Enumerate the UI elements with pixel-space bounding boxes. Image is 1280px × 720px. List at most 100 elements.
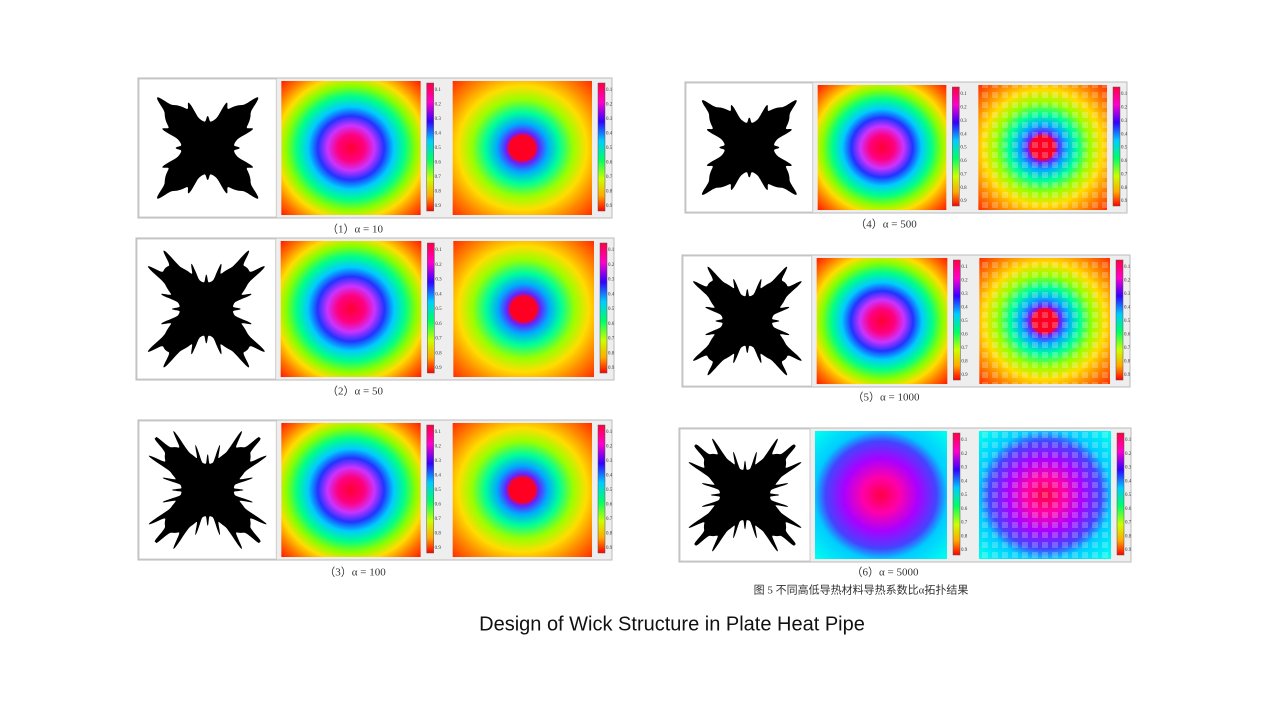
colorbar-tick: 0.3 (435, 278, 442, 283)
colorbar-tick: 0.2 (606, 103, 613, 108)
colorbar-tick: 0.9 (606, 204, 613, 209)
colorbar-tick: 0.4 (1125, 479, 1132, 484)
colorbar-tick: 0.9 (1125, 548, 1132, 553)
colorbar-tick: 0.6 (435, 161, 442, 166)
colorbar-tick: 0.6 (1124, 333, 1131, 338)
colorbar-tick: 0.4 (608, 292, 615, 297)
panel-caption: （3）α = 100 (324, 566, 386, 579)
colorbar-tick: 0.5 (961, 493, 968, 498)
colorbar-tick: 0.7 (961, 521, 968, 526)
colorbar (597, 82, 606, 212)
colorbar-tick: 0.3 (606, 459, 613, 464)
colorbar (426, 82, 434, 212)
colorbar-tick: 0.3 (960, 119, 967, 124)
colorbar-tick: 0.2 (961, 279, 968, 284)
colorbar-tick: 0.4 (435, 132, 442, 137)
colorbar-tick: 0.8 (606, 190, 613, 195)
colorbar-tick: 0.3 (606, 117, 613, 122)
colorbar-tick: 0.9 (961, 373, 968, 378)
panel-caption: （1）α = 10 (327, 223, 383, 236)
colorbar-tick: 0.6 (435, 503, 442, 508)
grid-pattern (979, 431, 1111, 559)
colorbar-tick: 0.2 (435, 445, 442, 450)
colorbar-tick: 0.1 (961, 438, 968, 443)
colorbar-tick: 0.3 (435, 459, 442, 464)
colorbar-tick: 0.2 (961, 452, 968, 457)
colorbar-tick: 0.9 (960, 199, 967, 204)
colorbar-tick: 0.9 (435, 204, 442, 209)
figure-caption: 图 5 不同高低导热材料导热系数比α拓扑结果 (754, 583, 969, 597)
colorbar (597, 424, 606, 554)
colorbar-tick: 0.1 (960, 92, 967, 97)
slide-title: Design of Wick Structure in Plate Heat P… (479, 613, 865, 635)
colorbar-tick: 0.8 (960, 186, 967, 191)
colorbar-tick: 0.5 (1125, 493, 1132, 498)
panel-caption: （6）α = 5000 (852, 566, 919, 579)
wick-structure (693, 266, 802, 376)
colorbar-tick: 0.4 (435, 474, 442, 479)
colorbar (952, 432, 961, 556)
colorbar-tick: 0.8 (435, 532, 442, 537)
colorbar-tick: 0.7 (1125, 521, 1132, 526)
colorbar-tick: 0.7 (961, 346, 968, 351)
colorbar-tick: 0.5 (960, 146, 967, 151)
colorbar-tick: 0.2 (960, 106, 967, 111)
colorbar-tick: 0.2 (435, 103, 442, 108)
colorbar-tick: 0.5 (606, 146, 613, 151)
colorbar (1115, 259, 1124, 381)
colorbar-tick: 0.6 (1125, 507, 1132, 512)
colorbar-tick: 0.7 (606, 175, 613, 180)
colorbar-tick: 0.6 (435, 322, 442, 327)
colorbar-tick: 0.4 (960, 132, 967, 137)
colorbar-tick: 0.3 (1125, 466, 1132, 471)
colorbar-tick: 0.5 (435, 488, 442, 493)
colorbar-tick: 0.8 (435, 351, 442, 356)
colorbar-tick: 0.9 (961, 548, 968, 553)
colorbar-tick: 0.5 (1124, 319, 1131, 324)
wick-structure (148, 431, 267, 549)
colorbar-tick: 0.5 (606, 488, 613, 493)
colorbar-tick: 0.7 (435, 337, 442, 342)
colorbar (1112, 86, 1121, 207)
colorbar-tick: 0.1 (1124, 265, 1131, 270)
colorbar-tick: 0.9 (435, 546, 442, 551)
colorbar-tick: 0.7 (960, 172, 967, 177)
colorbar-tick: 0.1 (435, 248, 442, 253)
colorbar-tick: 0.8 (606, 532, 613, 537)
colorbar-tick: 0.3 (1121, 119, 1128, 124)
colorbar (426, 424, 434, 554)
colorbar-tick: 0.8 (961, 360, 968, 365)
colorbar-tick: 0.5 (961, 319, 968, 324)
colorbar-tick: 0.9 (1124, 373, 1131, 378)
colorbar-tick: 0.1 (435, 430, 442, 435)
colorbar-tick: 0.4 (961, 479, 968, 484)
colorbar-tick: 0.9 (435, 366, 442, 371)
panel-caption: （2）α = 50 (327, 385, 383, 398)
colorbar-tick: 0.6 (960, 159, 967, 164)
temperature-map (281, 423, 421, 557)
colorbar-tick: 0.8 (435, 190, 442, 195)
wick-structure (701, 100, 797, 195)
colorbar-tick: 0.7 (435, 517, 442, 522)
colorbar-tick: 0.6 (1121, 159, 1128, 164)
colorbar-tick: 0.5 (608, 307, 615, 312)
colorbar-tick: 0.7 (1124, 346, 1131, 351)
grid-pattern (979, 258, 1110, 384)
temperature-map (452, 423, 592, 557)
colorbar-tick: 0.8 (1124, 360, 1131, 365)
wick-structure (147, 250, 265, 368)
colorbar-tick: 0.1 (435, 88, 442, 93)
temperature-map (453, 241, 594, 377)
wick-structure (157, 97, 259, 199)
colorbar-tick: 0.3 (608, 278, 615, 283)
colorbar-tick: 0.1 (1125, 438, 1132, 443)
colorbar-tick: 0.7 (608, 337, 615, 342)
panel-caption: （4）α = 500 (855, 218, 917, 231)
colorbar-tick: 0.8 (1125, 534, 1132, 539)
colorbar-tick: 0.4 (1121, 132, 1128, 137)
temperature-map (452, 81, 592, 215)
colorbar-tick: 0.9 (606, 546, 613, 551)
panel-caption: （5）α = 1000 (853, 391, 920, 404)
